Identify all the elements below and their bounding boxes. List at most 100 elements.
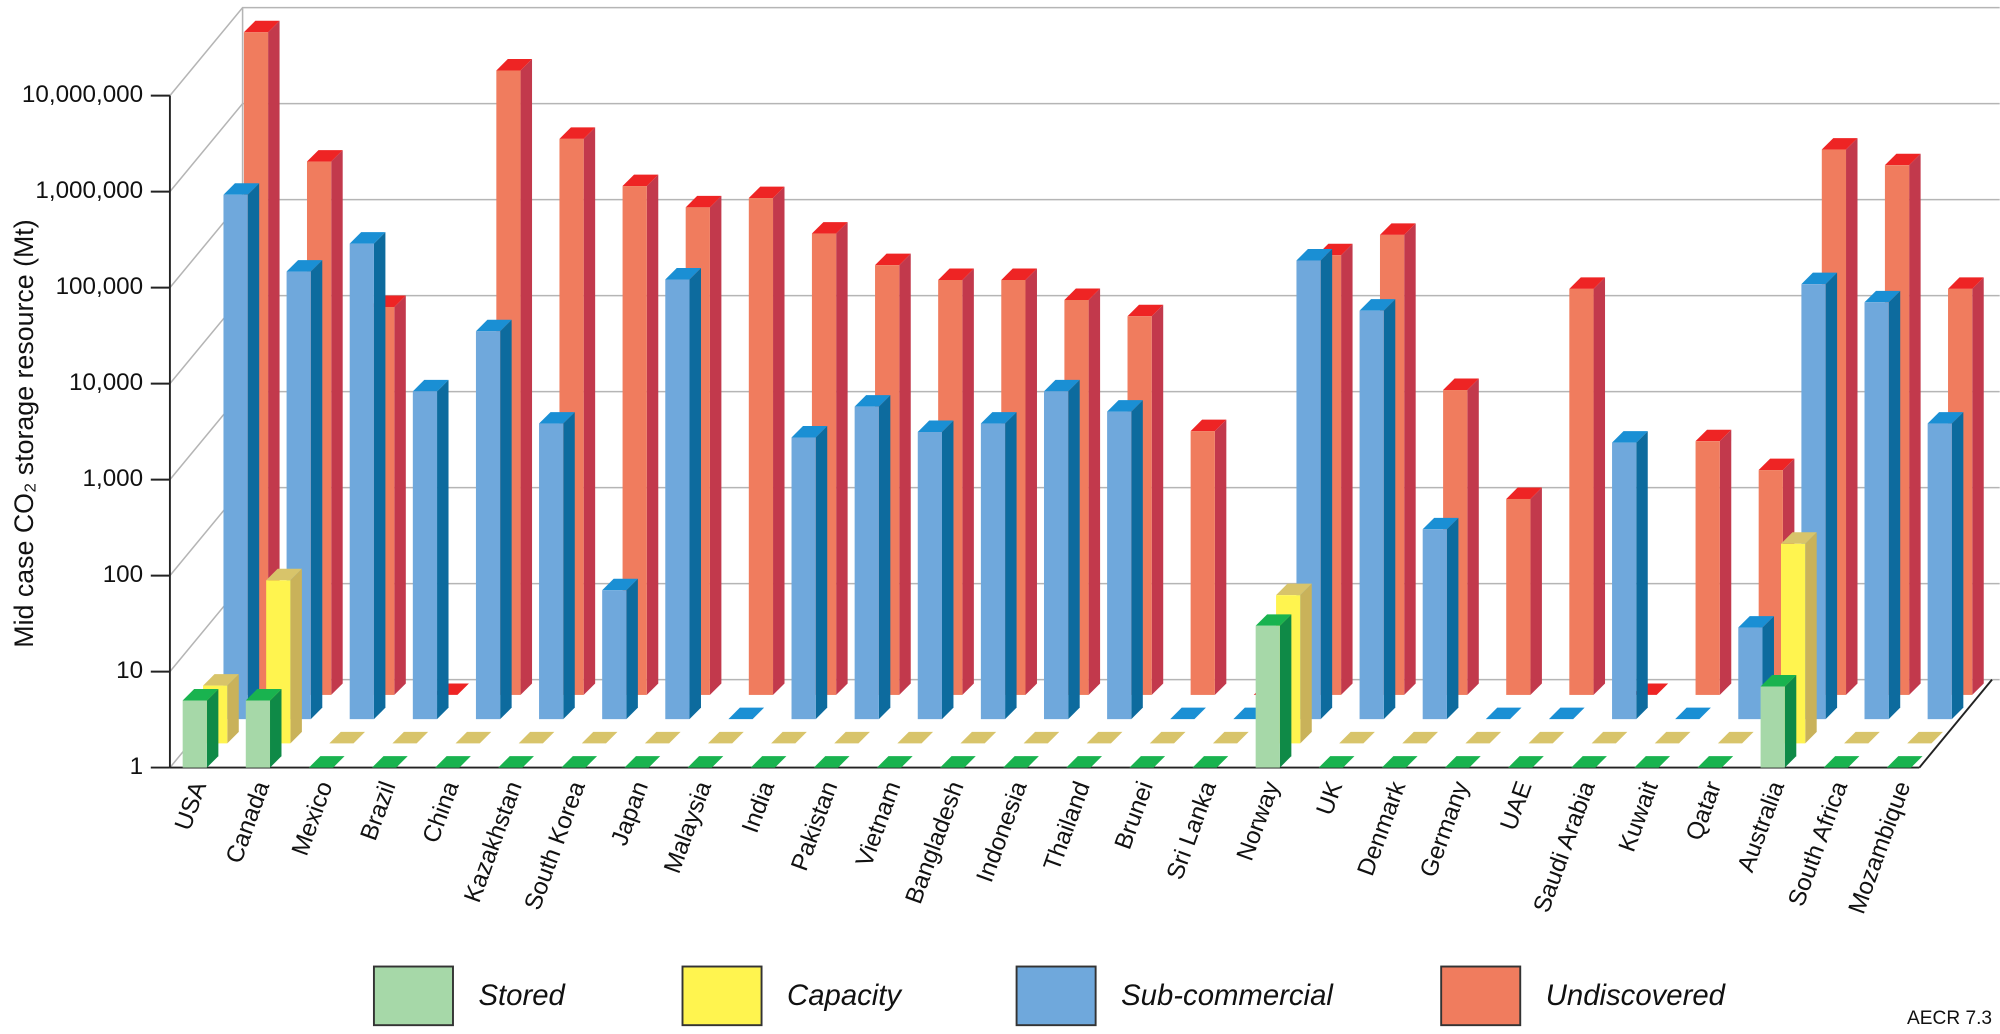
bar-top — [1758, 458, 1795, 471]
empty-tile — [455, 731, 492, 744]
y-tick-label: 10,000 — [69, 369, 143, 396]
x-tick-label: Mozambique — [1844, 778, 1917, 918]
bar-side — [962, 268, 974, 695]
bar-top — [475, 319, 512, 332]
y-tick-label: 100,000 — [56, 273, 144, 300]
source-note: AECR 7.3 — [1907, 1008, 1992, 1029]
bar-side — [1951, 412, 1964, 720]
bar-side — [1214, 419, 1227, 695]
bar — [602, 590, 627, 720]
bar — [854, 406, 879, 720]
x-tick-label: UK — [1311, 778, 1348, 819]
bar-top — [1255, 614, 1292, 626]
bar — [791, 437, 816, 720]
bar-side — [1446, 517, 1459, 720]
bar-top — [1612, 431, 1648, 443]
x-tick-label: Thailand — [1039, 778, 1096, 875]
x-tick-label: Japan — [606, 778, 654, 849]
bar-side — [437, 379, 449, 720]
bar-side — [1467, 378, 1479, 695]
empty-tile — [1086, 731, 1123, 744]
bar — [1506, 498, 1531, 695]
bar-side — [247, 183, 260, 720]
bar-side — [1383, 299, 1396, 720]
empty-tile — [498, 756, 534, 768]
bar-top — [622, 174, 659, 187]
x-tick-label: Mexico — [287, 778, 339, 859]
grid-line — [169, 102, 2000, 193]
empty-tile — [329, 731, 366, 744]
bar-top — [1276, 583, 1312, 596]
bar-top — [917, 420, 954, 433]
empty-tile — [1844, 731, 1880, 744]
bar-side — [1972, 277, 1984, 695]
x-tick-label: Saudi Arabia — [1528, 777, 1601, 916]
bar-side — [1404, 223, 1416, 695]
bar — [1190, 431, 1215, 695]
legend-label: Stored — [478, 979, 566, 1012]
bar-top — [245, 689, 282, 701]
bar-top — [685, 195, 722, 208]
bar-side — [290, 568, 302, 744]
grid-line — [169, 6, 2000, 97]
bar-top — [1864, 290, 1901, 303]
bar-top — [306, 150, 343, 162]
bar-side — [626, 578, 638, 720]
x-tick-label: Qatar — [1681, 778, 1727, 844]
bar — [245, 700, 271, 768]
y-tick-label: 10,000,000 — [22, 81, 143, 108]
bar — [223, 194, 248, 720]
bar — [475, 331, 501, 720]
bar-side — [1805, 532, 1817, 744]
bar-side — [520, 58, 533, 695]
x-tick-label: Germany — [1415, 777, 1475, 881]
empty-tile — [960, 731, 997, 744]
bar-top — [496, 58, 533, 71]
bar-top — [412, 379, 449, 392]
legend-swatch — [372, 965, 454, 1027]
bar-side — [1151, 304, 1164, 695]
bar-side — [331, 150, 343, 695]
bar-side — [394, 295, 406, 695]
bar-top — [1927, 412, 1964, 424]
bar-top — [875, 253, 911, 266]
bar-top — [243, 20, 280, 33]
x-tick-label: Canada — [221, 777, 276, 866]
bar-top — [748, 186, 785, 199]
bar-side — [227, 674, 239, 744]
bar — [980, 423, 1006, 720]
bar-side — [815, 425, 828, 720]
bar-top — [602, 578, 638, 591]
bar-side — [1341, 243, 1353, 695]
bar-side — [1088, 288, 1101, 695]
bar-side — [836, 222, 848, 695]
bar-side — [899, 253, 911, 695]
empty-tile — [518, 731, 555, 744]
x-tick-label: USA — [170, 777, 213, 834]
empty-tile — [1508, 756, 1544, 768]
empty-tile — [750, 756, 787, 768]
bar-top — [938, 268, 974, 281]
bar-top — [1760, 675, 1797, 687]
empty-tile — [1697, 756, 1734, 768]
bar-side — [1825, 272, 1838, 720]
empty-tile — [1907, 731, 1943, 744]
bar-side — [1279, 614, 1292, 768]
bar-top — [1948, 277, 1984, 289]
bar-top — [1780, 532, 1817, 544]
bar-side — [1719, 429, 1732, 695]
x-tick-label: Vietnam — [851, 778, 907, 870]
floor-edge — [1918, 679, 1993, 769]
bar-side — [1888, 290, 1901, 720]
empty-tile — [1318, 756, 1355, 768]
y-tick-label: 1 — [130, 753, 143, 780]
x-tick-label: Norway — [1232, 777, 1286, 864]
empty-tile — [940, 756, 976, 768]
empty-tile — [897, 731, 934, 744]
bar — [1043, 391, 1069, 720]
empty-tile — [1212, 731, 1249, 744]
bar-side — [941, 420, 954, 720]
x-tick-label: Pakistan — [786, 778, 843, 875]
bar-top — [1296, 248, 1333, 261]
